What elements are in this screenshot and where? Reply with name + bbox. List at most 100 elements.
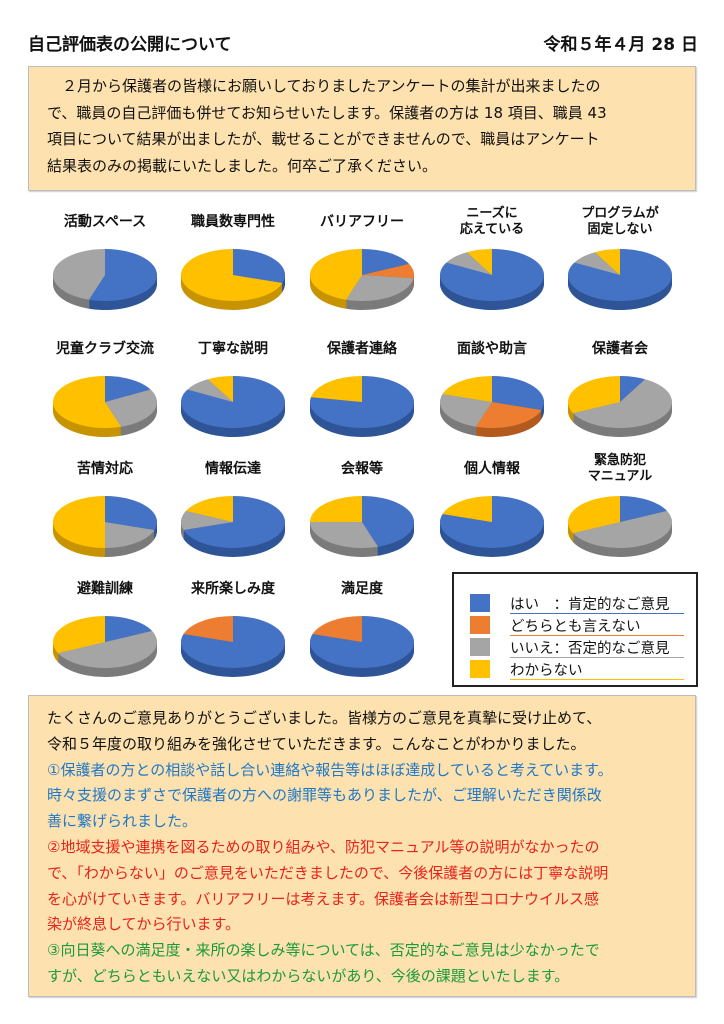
- pie-chart-title: プログラムが 固定しない: [581, 206, 659, 237]
- summary-line: を心がけていきます。バリアフリーは考えます。保護者会は新型コロナウイルス感: [47, 889, 600, 908]
- intro-box: ２月から保護者の皆様にお願いしておりましたアンケートの集計が出来ましたの で、職…: [28, 66, 696, 191]
- pie-chart-title: 満足度: [341, 581, 383, 597]
- pie-svg: [52, 376, 157, 437]
- pie-svg: [440, 496, 544, 557]
- pie-slice-no: [181, 510, 233, 531]
- pie-slice-no: [187, 379, 233, 402]
- pie-slice-neutral: [312, 616, 362, 642]
- pie-svg: [440, 249, 544, 310]
- pie-slice-yes: [362, 249, 410, 275]
- summary-line: ③向日葵への満足度・来所の楽しみ等については、否定的なご意見は少なかったで: [47, 941, 600, 960]
- pie-chart-title: 丁寧な説明: [198, 341, 268, 357]
- pie-slice-yes: [492, 376, 544, 411]
- pie-chart-title: 会報等: [341, 461, 383, 477]
- legend-swatch: [470, 616, 490, 634]
- legend-swatch: [470, 594, 490, 612]
- legend-label: いいえ：否定的なご意見: [510, 641, 670, 657]
- legend-underline: [510, 656, 684, 658]
- pie-chart: 満足度: [298, 570, 426, 684]
- pie-chart: 丁寧な説明: [169, 330, 297, 444]
- summary-line: 善に繋げられました。: [47, 812, 198, 831]
- pie-slice-no: [105, 389, 157, 427]
- pie-chart-title: 保護者連絡: [327, 341, 397, 357]
- pie-slice-neutral: [362, 263, 414, 279]
- legend-label: わからない: [510, 663, 583, 679]
- pie-slice-unknown: [466, 249, 492, 275]
- pie-svg: [568, 376, 672, 437]
- legend-label: どちらとも言えない: [510, 619, 641, 635]
- pie-chart-title: 来所楽しみ度: [191, 581, 275, 597]
- pie-chart: 情報伝達: [169, 450, 297, 564]
- summary-box: たくさんのご意見ありがとうございました。皆様方のご意見を真摯に受け止めて、 令和５…: [28, 695, 696, 997]
- summary-line: 染が終息してから行います。: [47, 915, 241, 934]
- pie-chart-title: 保護者会: [592, 341, 648, 357]
- legend-swatch: [470, 638, 490, 656]
- summary-line: 令和５年度の取り組みを強化させていただきます。こんなことがわかりました。: [47, 734, 586, 753]
- pie-svg: [440, 376, 544, 437]
- pie-slice-unknown: [185, 496, 233, 522]
- legend-underline: [510, 634, 684, 636]
- pie-slice-unknown: [310, 376, 362, 402]
- legend-item-neutral: どちらとも言えない: [470, 614, 684, 636]
- pie-chart-title: 個人情報: [464, 461, 520, 477]
- pie-slice-unknown: [568, 376, 620, 414]
- pie-slice-no: [52, 249, 105, 300]
- pie-chart: 面談や助言: [428, 330, 556, 444]
- pie-slice-unknown: [310, 496, 362, 522]
- legend-underline: [510, 612, 684, 614]
- pie-slice-yes: [620, 376, 646, 402]
- pie-svg: [181, 376, 285, 437]
- pie-slice-unknown: [442, 376, 492, 402]
- pie-svg: [310, 616, 414, 677]
- pie-slice-yes: [105, 616, 153, 642]
- legend-swatch: [470, 660, 490, 678]
- pie-svg: [568, 249, 672, 310]
- pie-slice-unknown: [53, 376, 122, 428]
- intro-line: 結果表のみの掲載にいたしました。何卒ご了承ください。: [47, 156, 438, 175]
- pie-slice-unknown: [442, 496, 492, 522]
- pie-chart: 職員数専門性: [169, 203, 297, 317]
- pie-chart-title: 職員数専門性: [191, 214, 275, 230]
- legend-item-yes: はい ：肯定的なご意見: [470, 592, 684, 614]
- pie-slice-yes: [105, 496, 157, 531]
- pie-slice-unknown: [52, 616, 105, 654]
- summary-line: 時々支援のまずさで保護者の方への謝罪等もありましたが、ご理解いただき関係改: [47, 786, 602, 805]
- legend-label: はい ：肯定的なご意見: [510, 597, 670, 613]
- summary-line: で、「わからない」のご意見をいただきましたので、今後保護者の方には丁寧な説明: [47, 863, 609, 882]
- pie-chart: 活動スペース: [41, 203, 169, 317]
- pie-slice-no: [440, 393, 492, 427]
- pie-slice-neutral: [183, 616, 233, 642]
- pie-chart-title: 活動スペース: [63, 214, 147, 230]
- intro-line: で、職員の自己評価も併せてお知らせいたします。保護者の方は 18 項目、職員 4…: [47, 103, 607, 122]
- pie-chart: バリアフリー: [298, 203, 426, 317]
- pie-slice-unknown: [181, 249, 283, 301]
- pie-slice-yes: [620, 496, 668, 522]
- pie-slice-no: [572, 510, 672, 548]
- pie-chart: 避難訓練: [41, 570, 169, 684]
- pie-slice-no: [57, 630, 158, 668]
- pie-slice-no: [310, 522, 379, 548]
- pie-slice-no: [574, 252, 620, 275]
- pie-slice-unknown: [53, 496, 105, 548]
- pie-svg: [181, 616, 285, 677]
- pie-slice-no: [345, 275, 414, 301]
- pie-chart: 保護者連絡: [298, 330, 426, 444]
- summary-line: ①保護者の方との相談や話し合い連絡や報告等はほぼ達成していると考えています。: [47, 760, 613, 779]
- pie-slice-unknown: [594, 249, 620, 275]
- pie-svg: [310, 496, 415, 557]
- pie-slice-yes: [183, 496, 285, 548]
- pie-chart: 会報等: [298, 450, 426, 564]
- pie-slice-unknown: [310, 249, 362, 300]
- summary-line: たくさんのご意見ありがとうございました。皆様方のご意見を真摯に受け止めて、: [47, 709, 602, 727]
- pie-slice-unknown: [207, 376, 233, 402]
- pie-svg: [310, 376, 414, 437]
- pie-chart: 保護者会: [556, 330, 684, 444]
- pie-svg: [181, 249, 285, 310]
- summary-line: すが、どちらともいえない又はわからないがあり、今後の課題といたします。: [47, 966, 570, 985]
- page-title: 自己評価表の公開について: [28, 35, 232, 55]
- publish-date: 令和５年４月 28 日: [543, 35, 699, 55]
- pie-chart-title: バリアフリー: [320, 214, 404, 230]
- pie-slice-yes: [88, 249, 158, 301]
- pie-chart: プログラムが 固定しない: [556, 203, 684, 317]
